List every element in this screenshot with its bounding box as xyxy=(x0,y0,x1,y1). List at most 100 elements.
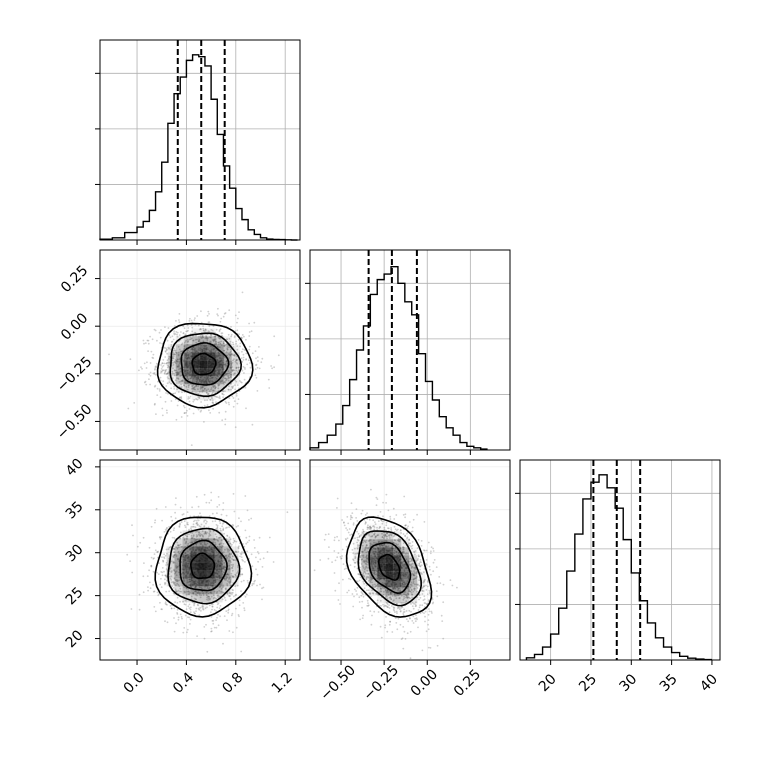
sample-point xyxy=(172,551,175,554)
sample-point xyxy=(196,535,199,537)
sample-point xyxy=(175,369,177,372)
sample-point xyxy=(227,333,230,336)
sample-point xyxy=(216,545,219,548)
density-cell xyxy=(175,368,184,377)
sample-point xyxy=(222,566,225,569)
sample-point xyxy=(192,592,195,595)
sample-point xyxy=(399,610,402,612)
sample-point xyxy=(388,611,391,614)
sample-point xyxy=(146,361,148,364)
sample-point xyxy=(204,543,206,546)
sample-point xyxy=(241,558,244,561)
sample-point xyxy=(219,585,222,588)
sample-point xyxy=(360,534,362,536)
sample-point xyxy=(230,333,233,336)
density-cell xyxy=(231,360,240,369)
sample-point xyxy=(238,599,241,602)
sample-point xyxy=(161,407,164,410)
sample-point xyxy=(180,398,183,400)
sample-point xyxy=(240,567,243,570)
sample-point xyxy=(238,545,240,548)
sample-point xyxy=(200,543,202,545)
sample-point xyxy=(230,376,232,378)
sample-point xyxy=(178,368,180,371)
sample-point xyxy=(346,537,349,540)
sample-point xyxy=(191,537,193,540)
sample-point xyxy=(241,369,244,372)
sample-point xyxy=(177,358,179,361)
sample-point xyxy=(142,536,145,539)
sample-point xyxy=(356,580,359,583)
panel-group xyxy=(95,39,721,661)
sample-point xyxy=(171,340,174,343)
sample-point xyxy=(349,564,352,566)
sample-point xyxy=(358,601,361,603)
sample-point xyxy=(239,555,241,558)
sample-point xyxy=(187,588,189,590)
sample-point xyxy=(235,607,237,610)
sample-point xyxy=(209,544,212,547)
sample-point xyxy=(184,591,187,593)
sample-point xyxy=(396,628,399,631)
sample-point xyxy=(170,607,173,610)
sample-point xyxy=(173,607,176,610)
sample-point xyxy=(204,337,207,340)
sample-point xyxy=(387,527,389,530)
sample-point xyxy=(365,544,368,546)
sample-point xyxy=(192,523,195,526)
sample-point xyxy=(182,631,185,634)
sample-point xyxy=(360,594,363,597)
sample-point xyxy=(217,540,220,542)
sample-point xyxy=(244,529,247,532)
sample-point xyxy=(205,623,207,626)
sample-point xyxy=(370,623,373,626)
sample-point xyxy=(210,595,213,598)
density-cell xyxy=(191,602,199,610)
sample-point xyxy=(153,385,156,388)
panel-frame xyxy=(309,249,511,451)
sample-point xyxy=(198,531,201,534)
sample-point xyxy=(357,573,360,576)
sample-point xyxy=(176,333,178,336)
sample-point xyxy=(382,501,384,504)
sample-point xyxy=(213,590,216,593)
sample-point xyxy=(261,587,263,590)
sample-point xyxy=(359,556,362,559)
sample-point xyxy=(191,541,193,544)
sample-point xyxy=(183,579,185,582)
sample-point xyxy=(225,579,227,581)
sample-point xyxy=(380,636,383,639)
sample-point xyxy=(172,580,175,583)
density-cell xyxy=(199,352,208,361)
sample-point xyxy=(172,555,175,558)
sample-point xyxy=(369,542,372,545)
sample-point xyxy=(170,571,173,573)
sample-point xyxy=(208,596,211,598)
sample-point xyxy=(223,342,225,345)
sample-point xyxy=(214,541,217,544)
sample-point xyxy=(170,345,173,348)
sample-point xyxy=(181,342,184,345)
sample-point xyxy=(243,335,245,338)
sample-point xyxy=(160,586,163,589)
sample-point xyxy=(207,596,209,598)
sample-point xyxy=(215,523,218,526)
sample-point xyxy=(173,553,176,556)
sample-point xyxy=(215,401,217,403)
sample-point xyxy=(168,381,171,383)
sample-point xyxy=(414,560,417,562)
sample-point xyxy=(232,589,235,592)
sample-point xyxy=(206,399,209,401)
sample-point xyxy=(167,327,170,329)
sample-point xyxy=(230,614,233,617)
sample-point xyxy=(229,580,232,582)
density-cell xyxy=(190,538,199,547)
sample-point xyxy=(232,369,235,371)
sample-point xyxy=(173,556,175,559)
sample-point xyxy=(228,594,230,597)
sample-point xyxy=(212,402,215,405)
density-cell xyxy=(231,344,240,353)
sample-point xyxy=(225,373,228,375)
sample-point xyxy=(179,551,182,553)
sample-point xyxy=(138,369,140,372)
